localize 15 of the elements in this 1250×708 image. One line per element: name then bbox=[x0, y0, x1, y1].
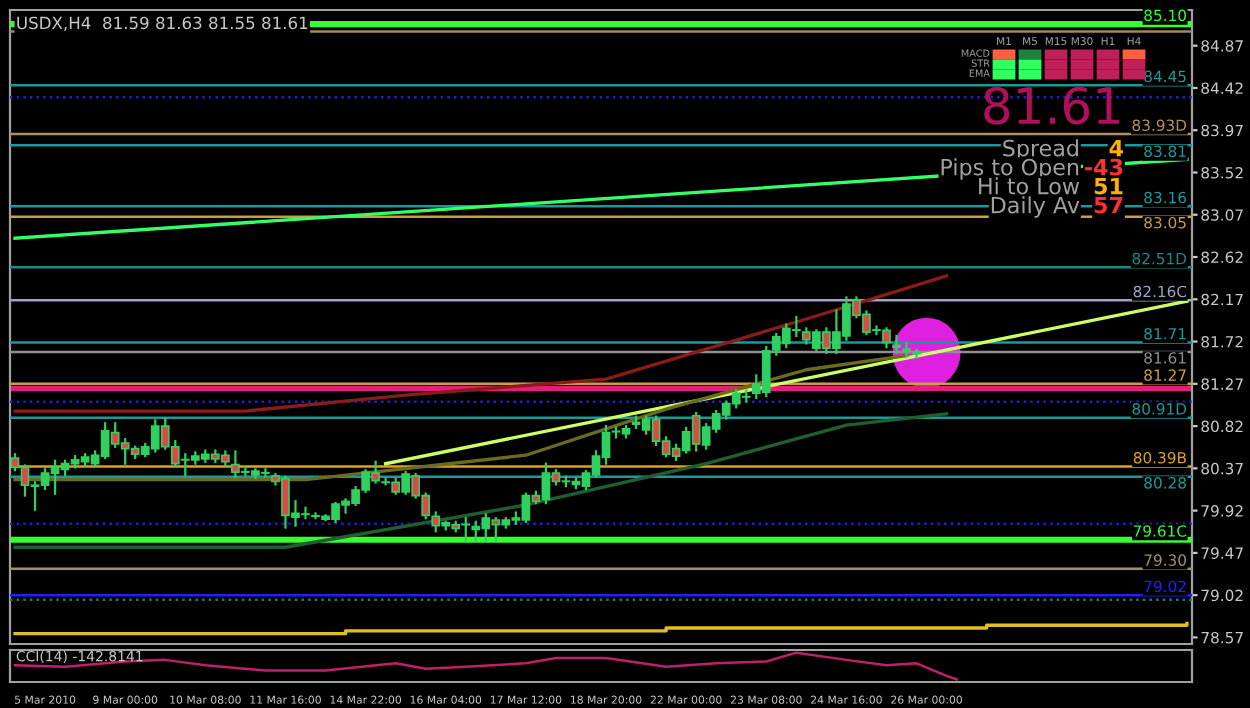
annotation: Pips to Open bbox=[941, 158, 1079, 180]
annotation: 81.61 bbox=[984, 86, 1120, 125]
candlestick bbox=[892, 334, 901, 354]
chart-title: USDX,H4 81.59 81.63 81.55 81.61 bbox=[17, 16, 308, 31]
annotation: 51 bbox=[1094, 177, 1123, 195]
candlestick bbox=[912, 348, 921, 359]
annotation: Daily Av bbox=[991, 196, 1080, 218]
annotation: Spread bbox=[1003, 139, 1078, 161]
candlestick bbox=[902, 342, 911, 358]
line-series bbox=[13, 412, 949, 549]
annotation: -43 bbox=[1085, 158, 1123, 176]
annotation: 57 bbox=[1094, 196, 1123, 214]
line-series bbox=[13, 274, 949, 413]
annotation: Hi to Low bbox=[979, 177, 1080, 195]
annotation: 4 bbox=[1109, 139, 1123, 157]
